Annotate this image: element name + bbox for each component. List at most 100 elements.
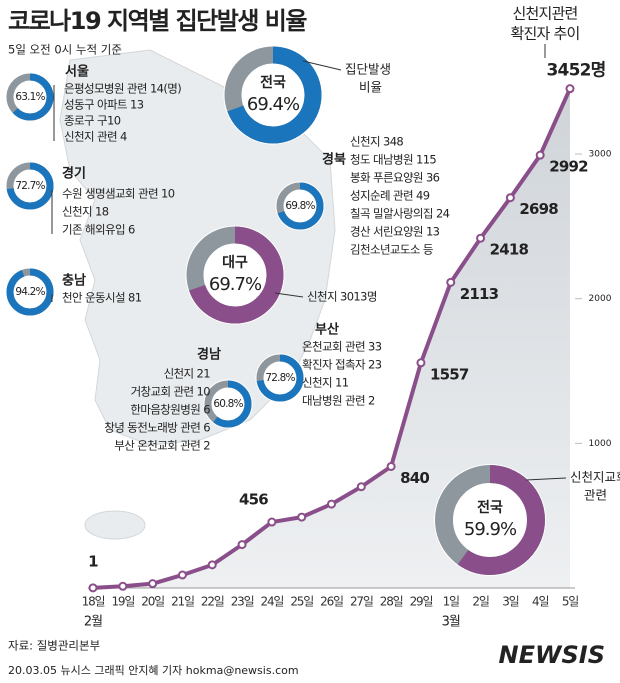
region-item: 성지순례 관련 49 [350,189,430,203]
region-name: 부산 [315,322,339,338]
donut-arc [6,73,54,121]
value-label: 2113 [460,285,499,303]
x-tick-label: 27일 [350,595,373,609]
x-tick-label: 19일 [111,595,134,609]
region-item: 신천지 21 [164,367,211,381]
area [93,88,570,589]
x-tick-label: 23일 [231,595,254,609]
donut-arc [276,182,324,230]
region-item: 봉화 푸른요양원 36 [350,171,440,185]
logo: NEWSIS [499,641,605,669]
donut-percent: 69.4% [247,94,300,115]
region-item: 신천지 348 [350,135,403,149]
item-pointer [274,292,304,298]
region-item: 수원 생명샘교회 관련 10 [62,187,175,201]
y-tick-label: 1000 [589,439,612,449]
region-item: 경산 서린요양원 13 [350,225,440,239]
point [416,358,426,368]
region-item: 창녕 동전노래방 관련 6 [104,421,210,435]
value-label: 1557 [430,365,469,383]
donut-caption: 비율 [359,80,382,95]
donut-percent: 60.8% [213,398,243,410]
x-tick-label: 25일 [290,595,313,609]
region-item: 기존 해외유입 6 [62,223,135,237]
donut-arc [6,268,54,316]
point [88,583,98,593]
value-label: 456 [239,491,268,509]
y-tick-label: 3000 [589,150,612,160]
month-label: 3월 [442,615,460,630]
donut-percent: 63.1% [15,91,45,103]
point [505,193,515,203]
x-tick-label: 29일 [410,595,433,609]
donut-arc [224,46,322,144]
donut-percent: 72.8% [265,372,295,384]
point [535,150,545,160]
region-name: 경북 [322,152,346,168]
x-tick-label: 18일 [82,595,105,609]
region-item: 성동구 아파트 13 [64,98,144,112]
donut-arc [435,465,545,575]
island-shape [84,510,146,540]
value-label: 2418 [490,241,529,259]
point [118,581,128,591]
point [476,233,486,243]
caption-pointer [525,477,567,481]
region-item: 대남병원 관련 2 [302,394,375,408]
value-label: 2698 [519,200,558,218]
region-item: 종로구 구10 [64,114,121,128]
region-name: 충남 [62,273,86,289]
title: 코로나19 지역별 집단발생 비율 [8,7,307,35]
region-item: 부산 온천교회 관련 2 [114,439,210,453]
region-item: 신천지 18 [62,205,109,219]
donut-caption: 신천지교회 [570,470,620,485]
point [237,540,247,550]
region-name: 경남 [197,347,221,363]
point [327,499,336,509]
region-item: 신천지 관련 4 [64,130,127,144]
x-tick-label: 28일 [380,595,403,609]
caption-pointer [302,60,342,71]
value-label: 1 [88,552,98,570]
x-tick-label: 22일 [201,595,224,609]
donut-arc [186,226,284,324]
credit: 20.03.05 뉴시스 그래픽 안지혜 기자 hokma@newsis.com [8,664,299,677]
x-tick-label: 20일 [141,595,164,609]
region-item: 온천교회 관련 33 [302,340,382,354]
region-item: 청도 대남병원 115 [350,153,436,167]
point [565,84,575,94]
region-item: 거창교회 관련 10 [131,385,211,399]
region-item: 천안 운동시설 81 [62,291,142,305]
point [207,560,217,570]
region-item: 은평성모병원 관련 14(명) [64,82,181,96]
donut-percent: 59.9% [464,519,517,540]
donut-arc [204,380,252,428]
chart-title: 확진자 추이 [511,25,580,43]
x-tick-label: 26일 [320,595,343,609]
point [177,570,187,580]
x-tick-label: 4일 [532,595,548,609]
donut-percent: 94.2% [15,286,45,298]
value-label: 2992 [549,158,588,176]
donut-arc [6,162,54,210]
x-tick-label: 21일 [171,595,194,609]
value-label: 3452명 [547,61,606,81]
source: 자료: 질병관리본부 [8,639,100,653]
point [267,517,277,527]
y-tick-label: 2000 [589,294,612,304]
point [356,482,366,492]
donut-name: 대구 [222,255,248,271]
donut-percent: 69.8% [285,200,315,212]
donut-arc [256,354,304,402]
x-tick-label: 5일 [562,595,578,609]
donut-percent: 69.7% [209,274,262,295]
donut-caption: 집단발생 [345,62,391,77]
region-item: 한마음창원병원 6 [130,403,210,417]
point [297,512,307,522]
month-label: 2월 [84,615,102,630]
point [446,277,456,287]
donut-caption: 관련 [584,488,607,503]
region-name: 경기 [62,166,86,182]
